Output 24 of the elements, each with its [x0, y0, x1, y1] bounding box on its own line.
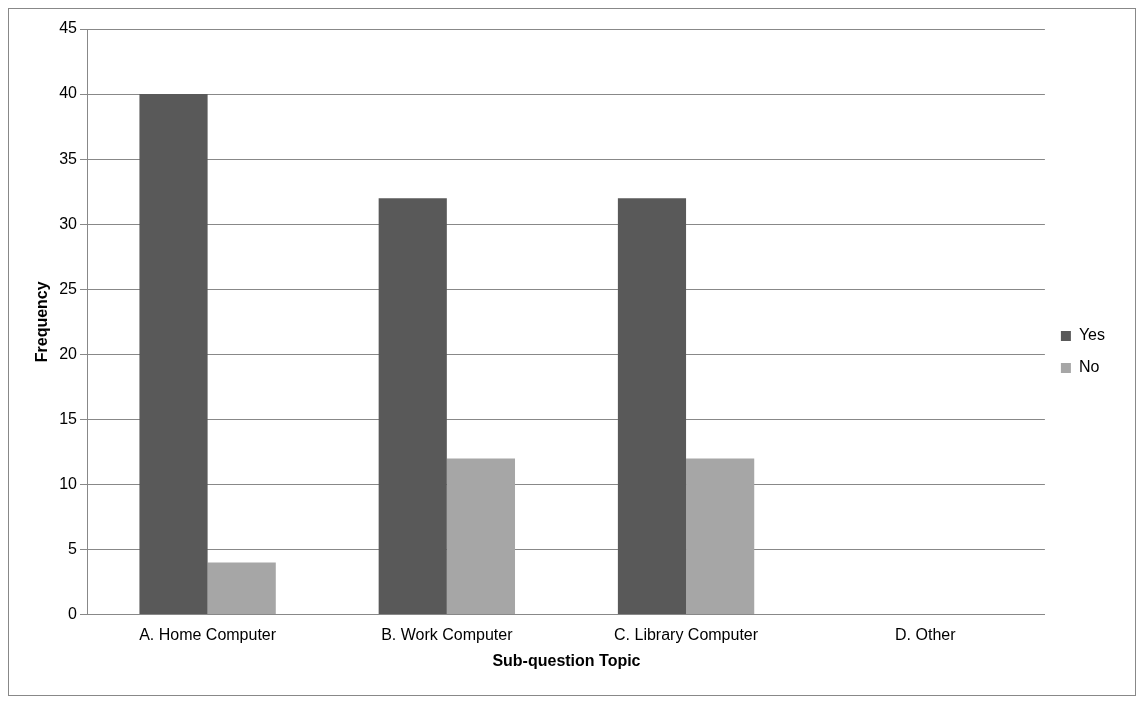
y-axis-title: Frequency — [33, 281, 51, 363]
legend-label: Yes — [1078, 326, 1106, 344]
y-tick-label: 40 — [59, 84, 78, 102]
x-tick-label: B. Work Computer — [381, 625, 514, 643]
bar — [686, 458, 755, 615]
y-tick-label: 5 — [68, 539, 78, 557]
y-tick-label: 25 — [59, 279, 78, 297]
x-axis-title: Sub-question Topic — [492, 651, 641, 669]
x-tick-label: A. Home Computer — [139, 625, 277, 643]
y-tick-label: 10 — [59, 474, 78, 492]
bar — [139, 94, 208, 615]
bar — [617, 198, 687, 615]
y-tick-label: 20 — [59, 344, 78, 362]
bar — [207, 562, 276, 615]
bar — [446, 458, 516, 615]
y-tick-label: 45 — [59, 19, 78, 37]
y-tick-label: 0 — [68, 605, 78, 623]
bar — [378, 198, 447, 615]
x-tick-label: D. Other — [895, 625, 957, 643]
y-tick-label: 30 — [59, 214, 78, 232]
y-tick-label: 15 — [59, 409, 78, 427]
y-tick-label: 35 — [59, 149, 78, 167]
legend-label: No — [1078, 358, 1100, 376]
x-tick-label: C. Library Computer — [614, 625, 759, 643]
